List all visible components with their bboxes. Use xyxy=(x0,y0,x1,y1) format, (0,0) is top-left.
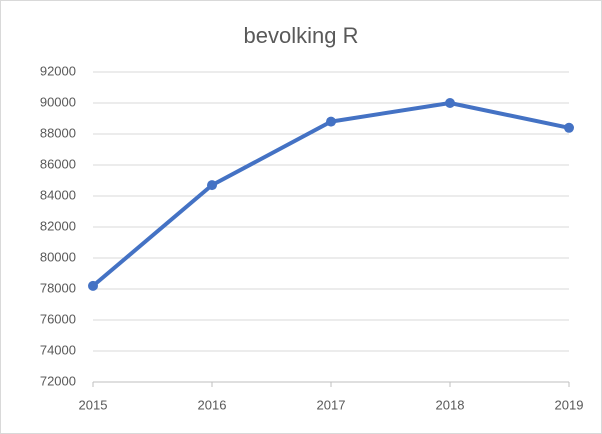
y-tick-label: 92000 xyxy=(40,63,76,78)
x-tick-label: 2016 xyxy=(198,397,227,412)
chart-title: bevolking R xyxy=(244,23,359,48)
y-tick-label: 72000 xyxy=(40,373,76,388)
point xyxy=(88,280,98,291)
y-tick-label: 80000 xyxy=(40,249,76,264)
y-tick-label: 90000 xyxy=(40,94,76,109)
x-tick-label: 2019 xyxy=(555,397,584,412)
y-tick-label: 74000 xyxy=(40,342,76,357)
y-tick-label: 76000 xyxy=(40,311,76,326)
point xyxy=(326,116,336,127)
y-tick-label: 84000 xyxy=(40,187,76,202)
point xyxy=(207,180,217,191)
x-tick-label: 2018 xyxy=(436,397,465,412)
y-tick-label: 86000 xyxy=(40,156,76,171)
y-tick-label: 78000 xyxy=(40,280,76,295)
point xyxy=(445,98,455,108)
x-tick-label: 2015 xyxy=(79,397,108,412)
y-tick-label: 88000 xyxy=(40,125,76,140)
y-tick-label: 82000 xyxy=(40,218,76,233)
x-tick-label: 2017 xyxy=(317,397,346,412)
point xyxy=(564,122,574,133)
